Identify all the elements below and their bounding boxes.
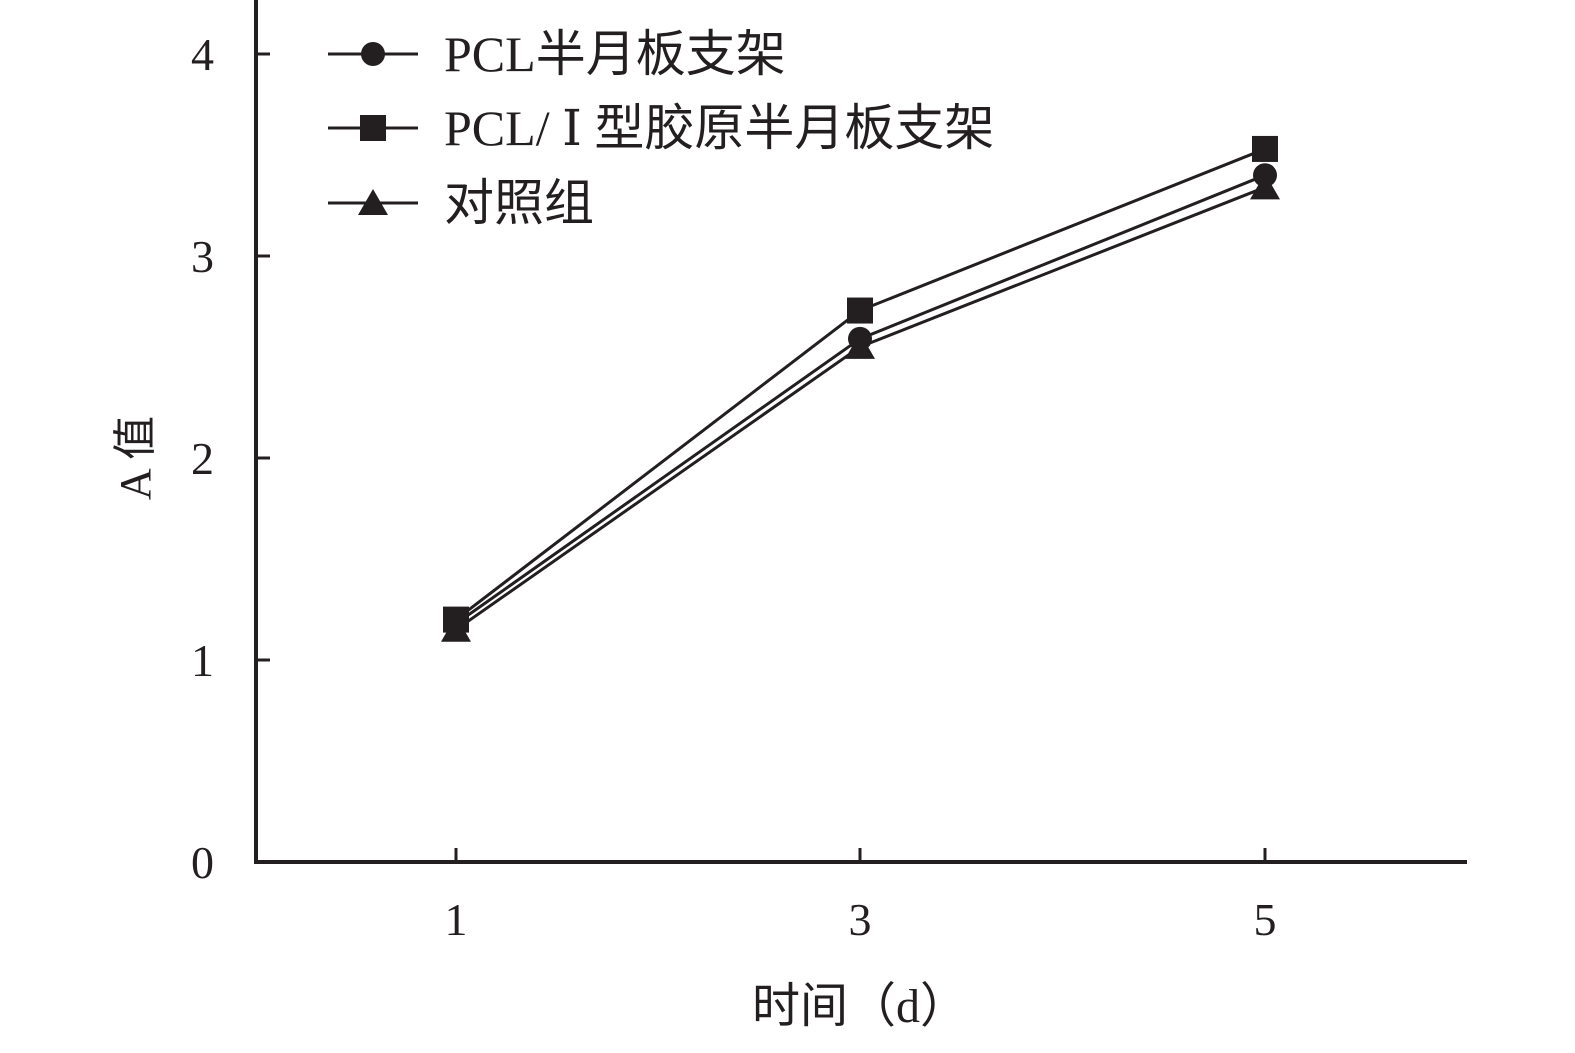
x-ticks: 1 3 5: [445, 848, 1277, 945]
legend-item: PCL半月板支架: [328, 26, 786, 82]
y-tick-label: 0: [191, 837, 214, 888]
y-tick-label: 4: [191, 29, 214, 80]
y-tick-label: 1: [191, 635, 214, 686]
series-square: [443, 135, 1278, 633]
series-line: [455, 185, 1266, 631]
legend-label: PCL半月板支架: [444, 26, 786, 82]
triangle-point: [845, 332, 875, 359]
legend-label: 对照组: [444, 175, 594, 231]
y-ticks: 0 1 2 3 4: [191, 29, 270, 888]
legend-square-marker: [360, 115, 386, 141]
series-circle: [444, 163, 1277, 636]
triangle-point: [1250, 173, 1280, 200]
x-axis-label: 时间（d）: [752, 980, 968, 1033]
series-triangle: [441, 173, 1280, 642]
x-tick-label: 5: [1254, 894, 1277, 945]
legend-label: PCL/ Ⅰ 型胶原半月板支架: [444, 100, 994, 156]
legend-item: 对照组: [328, 175, 594, 231]
y-tick-label: 3: [191, 231, 214, 282]
x-tick-label: 3: [849, 894, 872, 945]
triangle-point: [441, 615, 471, 642]
series-lines: [441, 135, 1280, 642]
series-line: [455, 173, 1266, 625]
square-point: [847, 297, 873, 324]
y-axis-label: A 值: [111, 416, 160, 500]
y-tick-label: 2: [191, 433, 214, 484]
legend-item: PCL/ Ⅰ 型胶原半月板支架: [328, 100, 994, 156]
legend-circle-marker: [361, 42, 385, 66]
square-point: [1252, 135, 1278, 162]
legend-triangle-marker: [358, 189, 388, 215]
x-tick-label: 1: [445, 894, 468, 945]
